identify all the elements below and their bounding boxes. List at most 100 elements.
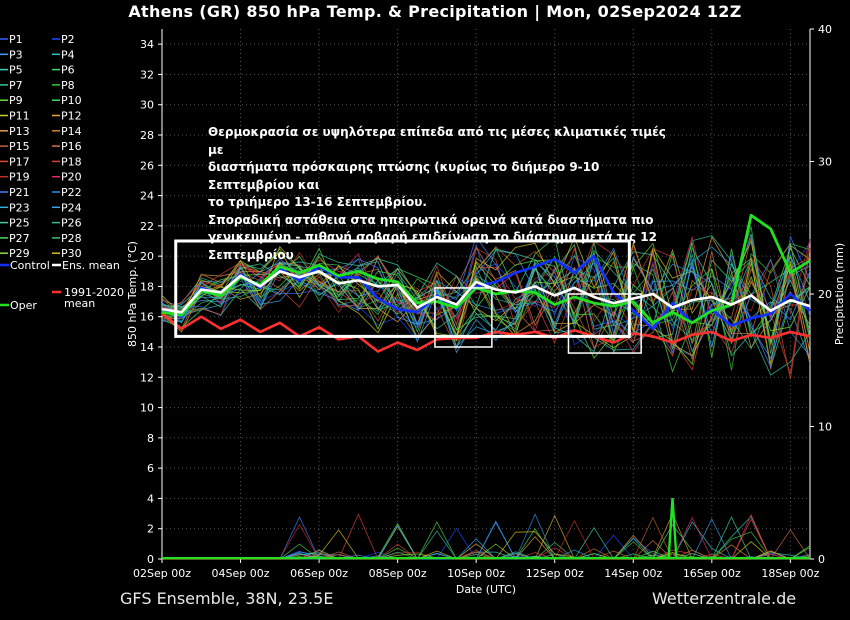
x-tick-label: 12Sep 00z — [526, 567, 584, 580]
legend-label: P19 — [9, 171, 30, 184]
legend-label: P7 — [9, 79, 23, 92]
legend-label: Control — [10, 259, 50, 272]
y-tick-label: 28 — [140, 129, 154, 142]
legend-label: P14 — [61, 125, 82, 138]
member-line-p5 — [161, 233, 811, 353]
y-tick-label: 8 — [147, 432, 154, 445]
legend-label: P21 — [9, 186, 30, 199]
member-line-p17 — [161, 246, 811, 379]
member-precip-p10 — [162, 524, 811, 560]
y-tick-label: 10 — [140, 402, 154, 415]
annotation-line: Θερμοκρασία σε υψηλότερα επίπεδα από τις… — [208, 125, 666, 157]
legend-label: P10 — [61, 94, 82, 107]
annotation-line: γενικευμένη - πιθανή σοβαρή επιδείνωση τ… — [208, 230, 657, 244]
x-tick-label: 18Sep 00z — [761, 567, 819, 580]
y2-axis-label: Precipitation (mm) — [833, 243, 846, 345]
annotation-line: το τριήμερο 13-16 Σεπτεμβρίου. — [208, 195, 427, 209]
y2-tick-label: 30 — [818, 156, 832, 169]
legend-label: P11 — [9, 110, 30, 123]
legend-label: P1 — [9, 33, 23, 46]
y-tick-label: 20 — [140, 250, 154, 263]
model-caption: GFS Ensemble, 38N, 23.5E — [120, 589, 334, 608]
y2-tick-label: 40 — [818, 23, 832, 36]
annotation-line: Σεπτεμβρίου — [208, 247, 294, 262]
member-precip-p24 — [162, 518, 810, 560]
x-tick-label: 02Sep 00z — [133, 567, 191, 580]
legend-label: P4 — [61, 48, 75, 61]
annotation-line: διαστήματα πρόσκαιρης πτώσης (κυρίως το … — [208, 160, 600, 192]
x-axis-label: Date (UTC) — [456, 583, 516, 596]
y-tick-label: 14 — [140, 341, 154, 354]
member-precip-p25 — [162, 515, 810, 560]
member-precip-p21 — [162, 516, 811, 560]
y-tick-label: 18 — [140, 280, 154, 293]
y-tick-label: 0 — [147, 553, 154, 566]
y-tick-label: 6 — [147, 462, 154, 475]
legend-label: P30 — [61, 247, 82, 260]
legend-label: P24 — [61, 201, 82, 214]
x-tick-label: 14Sep 00z — [604, 567, 662, 580]
legend-label: P8 — [61, 79, 75, 92]
legend-label: P23 — [9, 201, 30, 214]
legend-label: Ens. mean — [62, 259, 120, 272]
chart-title: Athens (GR) 850 hPa Temp. & Precipitatio… — [128, 2, 742, 21]
x-tick-label: 06Sep 00z — [290, 567, 348, 580]
x-tick-label: 08Sep 00z — [369, 567, 427, 580]
y-tick-label: 34 — [140, 38, 154, 51]
y-tick-label: 4 — [147, 492, 154, 505]
legend-label: P2 — [61, 33, 75, 46]
legend-label: mean — [64, 297, 95, 310]
series-line-oper — [161, 213, 811, 325]
y-tick-label: 26 — [140, 159, 154, 172]
member-precip-p15 — [162, 516, 811, 560]
member-line-p21 — [161, 235, 811, 369]
legend-label: P3 — [9, 48, 23, 61]
member-line-p30 — [161, 236, 811, 357]
member-line-p22 — [161, 247, 811, 356]
annotation-line: Σποραδική αστάθεια στα ηπειρωτικά ορεινά… — [208, 212, 654, 227]
x-tick-label: 10Sep 00z — [447, 567, 505, 580]
legend-label: P28 — [61, 232, 82, 245]
series-line-ens-mean — [161, 269, 811, 314]
legend-label: P17 — [9, 155, 30, 168]
legend-label: P16 — [61, 140, 82, 153]
highlight-box — [174, 239, 631, 338]
legend-label: P9 — [9, 94, 23, 107]
member-precip-p7 — [162, 515, 810, 560]
member-line-p8 — [161, 242, 811, 371]
y-tick-label: 22 — [140, 220, 154, 233]
y-tick-label: 2 — [147, 523, 154, 536]
forecast-annotation: Θερμοκρασία σε υψηλότερα επίπεδα από τις… — [208, 124, 678, 264]
oper-precip-spike — [667, 498, 678, 560]
y2-tick-label: 20 — [818, 288, 832, 301]
member-precip-p17 — [162, 518, 811, 560]
y2-tick-label: 0 — [818, 553, 825, 566]
series-line-1991-2020-mean — [161, 312, 811, 353]
y-axis-label: 850 hPa Temp. (°C) — [126, 241, 139, 347]
legend-label: P20 — [61, 171, 82, 184]
legend-label: P26 — [61, 217, 82, 230]
legend-label: Oper — [10, 299, 37, 312]
legend-label: 1991-2020 — [64, 286, 124, 299]
x-tick-label: 04Sep 00z — [212, 567, 270, 580]
member-line-p14 — [161, 242, 811, 357]
y-tick-label: 16 — [140, 311, 154, 324]
legend-label: P29 — [9, 247, 30, 260]
legend-label: P18 — [61, 155, 82, 168]
y-tick-label: 12 — [140, 371, 154, 384]
legend-label: P25 — [9, 217, 30, 230]
legend-label: P5 — [9, 64, 23, 77]
highlight-box — [434, 287, 493, 348]
highlight-box — [567, 293, 642, 354]
legend-label: P6 — [61, 64, 75, 77]
legend-label: P13 — [9, 125, 30, 138]
y-tick-label: 30 — [140, 99, 154, 112]
legend-label: P27 — [9, 232, 30, 245]
member-line-p25 — [161, 247, 811, 357]
member-line-p3 — [161, 250, 811, 344]
legend-label: P12 — [61, 110, 82, 123]
source-caption: Wetterzentrale.de — [652, 589, 797, 608]
y2-tick-label: 10 — [818, 421, 832, 434]
x-tick-label: 16Sep 00z — [683, 567, 741, 580]
